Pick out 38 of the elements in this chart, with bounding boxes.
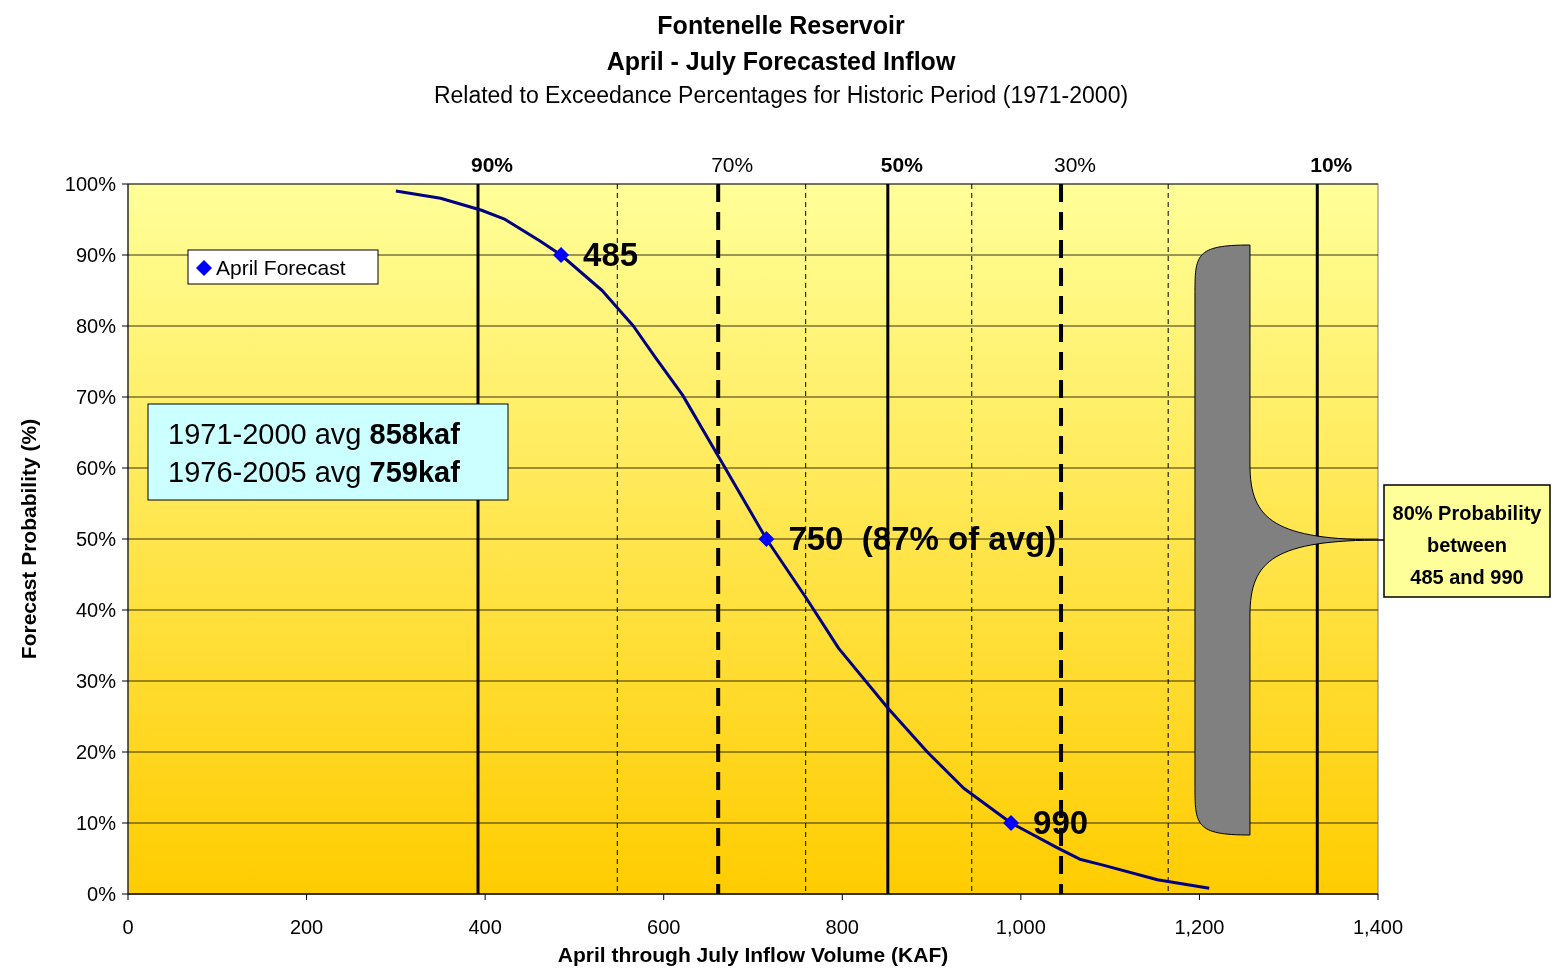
y-tick-label: 90% xyxy=(75,244,117,266)
annotation: 10% xyxy=(1310,153,1353,176)
y-axis-title: Forecast Probability (%) xyxy=(17,418,40,660)
x-tick-label: 600 xyxy=(647,916,681,938)
y-tick-label: 40% xyxy=(75,599,117,621)
text: Related to Exceedance Percentages for Historic Period (1971-2000) xyxy=(433,82,1129,108)
x-axis-title: April through July Inflow Volume (KAF) xyxy=(557,943,949,966)
y-tick-label: 80% xyxy=(75,315,117,337)
x-tick-label: 1,400 xyxy=(1352,916,1404,938)
point xyxy=(1003,815,1020,831)
annotation: 50% xyxy=(880,153,924,176)
legend-label: April Forecast xyxy=(216,256,346,279)
point xyxy=(758,531,775,547)
y-tick-label: 100% xyxy=(64,173,117,195)
y-tick-label: 0% xyxy=(87,883,117,905)
annotation: 70% xyxy=(711,153,754,176)
y-tick-label: 50% xyxy=(75,528,117,550)
y-tick-label: 30% xyxy=(75,670,117,692)
y-tick-label: 20% xyxy=(75,741,117,763)
annotation: 1971-2000 avg 858kaf xyxy=(168,418,461,450)
x-tick-label: 800 xyxy=(825,916,859,938)
annotation: 90% xyxy=(470,153,514,176)
point xyxy=(553,247,570,263)
chart-title: Fontenelle Reservoir xyxy=(657,11,905,39)
x-tick-label: 1,000 xyxy=(995,916,1046,938)
annotation: 30% xyxy=(1054,153,1097,176)
x-tick-label: 400 xyxy=(468,916,502,938)
x-tick-label: 200 xyxy=(289,916,324,938)
annotation: 1976-2005 avg 759kaf xyxy=(168,456,461,488)
y-tick-label: 60% xyxy=(75,457,117,479)
text: 80% Probability between 485 and 990 xyxy=(1392,502,1543,588)
x-tick-label: 1,200 xyxy=(1174,916,1225,938)
y-tick-label: 70% xyxy=(75,386,117,408)
annotation: 485 xyxy=(583,236,639,273)
y-tick-label: 10% xyxy=(75,812,117,834)
x-tick-label: 0 xyxy=(122,916,134,938)
chart-subtitle: April - July Forecasted Inflow xyxy=(606,47,956,75)
annotation: 990 xyxy=(1033,804,1089,841)
